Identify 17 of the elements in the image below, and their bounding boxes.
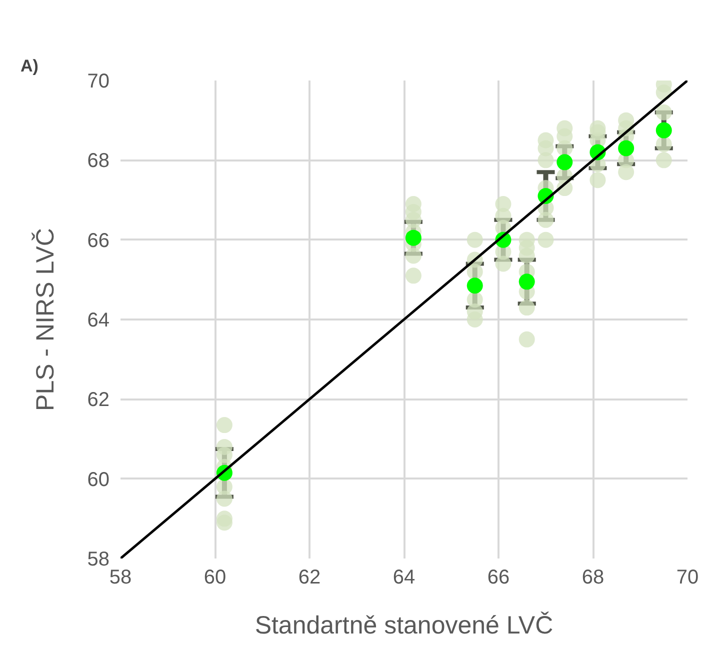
x-tick-label: 60 <box>204 566 226 588</box>
y-tick-label: 58 <box>87 548 110 570</box>
y-tick-label: 66 <box>87 230 110 252</box>
x-axis-title: Standartně stanovené LVČ <box>254 612 554 640</box>
x-tick-label: 58 <box>109 566 132 588</box>
x-tick-label: 62 <box>298 566 321 588</box>
x-tick-label: 64 <box>392 566 416 588</box>
x-tick-label: 68 <box>582 566 604 588</box>
y-axis-title: PLS - NIRS LVČ <box>31 228 60 411</box>
chart-title: A) <box>20 56 38 76</box>
y-tick-label: 64 <box>87 310 110 332</box>
y-tick-label: 70 <box>87 70 110 92</box>
x-tick-label: 70 <box>676 566 699 588</box>
y-tick-label: 68 <box>87 150 110 172</box>
x-tick-label: 66 <box>487 566 510 588</box>
y-tick-label: 60 <box>87 468 110 491</box>
y-tick-label: 62 <box>87 389 110 412</box>
